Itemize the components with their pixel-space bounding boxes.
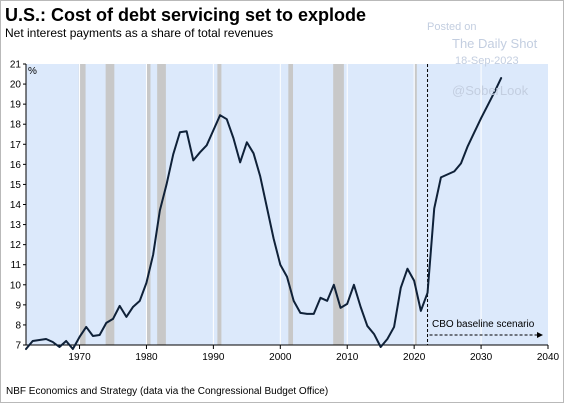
recession-band — [414, 64, 417, 345]
y-tick-label: 7 — [15, 341, 21, 352]
y-tick-label: 20 — [10, 80, 22, 91]
projection-marker — [427, 64, 543, 345]
series-line — [25, 77, 503, 351]
x-axis-ticks: 1970 1980 1990 2000 2010 2020 2030 2040 — [68, 345, 560, 363]
watermark-posted-on: Posted on — [427, 21, 477, 33]
y-tick-label: 12 — [10, 240, 22, 251]
y-tick-label: 13 — [10, 220, 22, 231]
y-tick-label: 21 — [10, 60, 22, 71]
y-tick-label: 16 — [10, 160, 22, 171]
y-tick-label: 18 — [10, 120, 22, 131]
series-group — [25, 77, 503, 351]
watermark-date: 18-Sep-2023 — [455, 55, 519, 67]
recession-band — [217, 64, 222, 345]
cbo-annotation-label: CBO baseline scenario — [432, 319, 535, 330]
recession-band — [105, 64, 115, 345]
x-tick-label: 2040 — [537, 352, 560, 363]
x-tick-label: 2000 — [269, 352, 292, 363]
y-unit-label: % — [28, 66, 37, 77]
plot-background — [26, 64, 548, 345]
recession-band — [288, 64, 294, 345]
vertical-gridlines — [79, 64, 482, 345]
x-tick-label: 1980 — [135, 352, 158, 363]
y-tick-label: 14 — [10, 200, 22, 211]
x-tick-label: 1970 — [68, 352, 91, 363]
chart-subtitle: Net interest payments as a share of tota… — [5, 26, 274, 40]
projection-arrow-head — [537, 331, 543, 338]
y-tick-label: 15 — [10, 180, 22, 191]
y-tick-label: 19 — [10, 100, 22, 111]
x-tick-label: 2030 — [470, 352, 493, 363]
recession-band — [146, 64, 151, 345]
source-note: NBF Economics and Strategy (data via the… — [6, 386, 329, 397]
y-axis-ticks: 7 8 9 10 11 12 13 14 15 16 17 18 19 20 21 — [10, 60, 26, 352]
y-tick-label: 9 — [15, 300, 21, 311]
y-tick-label: 8 — [15, 320, 21, 331]
y-tick-label: 10 — [10, 280, 22, 291]
x-tick-label: 1990 — [202, 352, 225, 363]
y-tick-label: 11 — [11, 260, 22, 271]
x-tick-label: 2010 — [336, 352, 359, 363]
x-tick-label: 2020 — [403, 352, 426, 363]
watermark-source: The Daily Shot — [452, 36, 538, 51]
recession-band — [78, 64, 86, 345]
y-tick-label: 17 — [10, 140, 22, 151]
chart-title: U.S.: Cost of debt servicing set to expl… — [5, 5, 367, 25]
plot-area — [26, 64, 548, 345]
recession-band — [333, 64, 344, 345]
watermark-handle: @SoberLook — [452, 83, 529, 98]
